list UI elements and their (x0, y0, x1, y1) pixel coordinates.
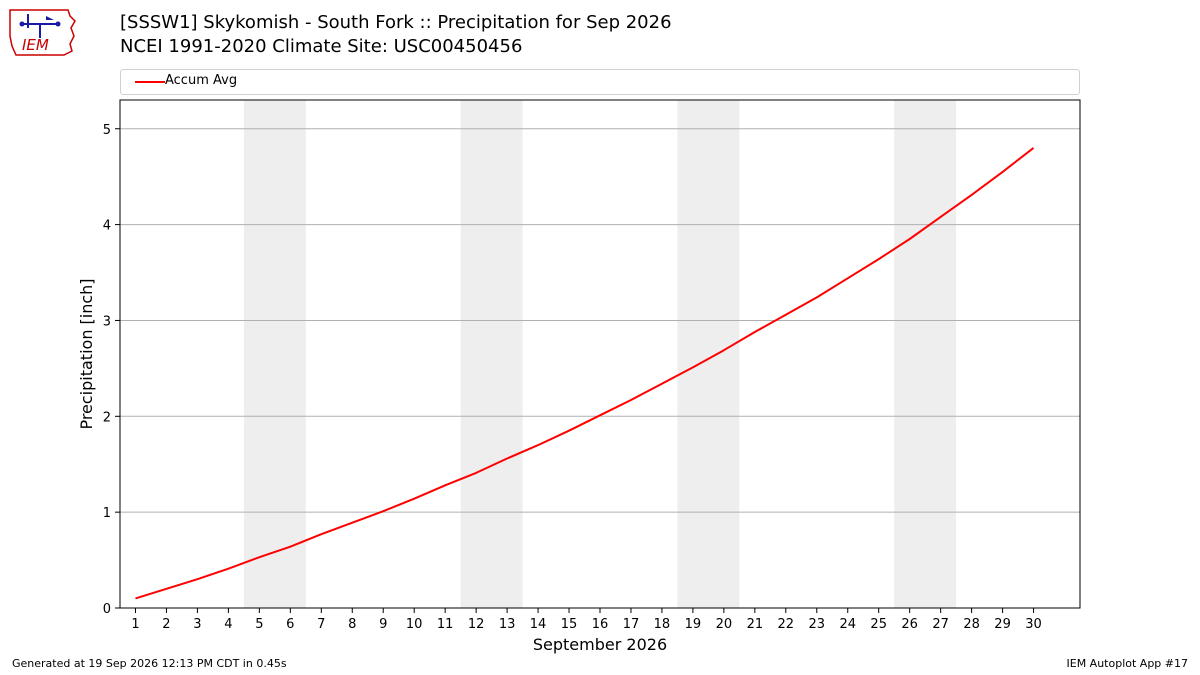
svg-text:IEM: IEM (22, 36, 49, 54)
weekend-band (677, 100, 740, 608)
x-tick-label: 9 (379, 617, 387, 632)
iowa-map-logo-icon: IEM (9, 9, 76, 56)
x-tick-label: 8 (348, 617, 356, 632)
x-tick-label: 7 (317, 617, 325, 632)
x-tick-label: 17 (623, 617, 640, 632)
x-tick-label: 19 (685, 617, 702, 632)
x-tick-label: 16 (592, 617, 609, 632)
x-tick-label: 4 (224, 617, 232, 632)
chart-title: [SSSW1] Skykomish - South Fork :: Precip… (120, 12, 672, 33)
x-tick-label: 13 (499, 617, 516, 632)
x-tick-label: 5 (255, 617, 263, 632)
x-tick-label: 21 (747, 617, 764, 632)
y-tick-label: 3 (103, 314, 111, 329)
x-tick-label: 22 (778, 617, 795, 632)
x-tick-label: 11 (437, 617, 454, 632)
y-tick-label: 0 (103, 602, 111, 617)
x-tick-label: 29 (994, 617, 1011, 632)
x-tick-label: 24 (839, 617, 856, 632)
y-tick-label: 5 (103, 123, 111, 138)
legend-label-accum-avg: Accum Avg (165, 73, 238, 88)
footer-app-text: IEM Autoplot App #17 (1066, 657, 1189, 670)
x-tick-label: 15 (561, 617, 578, 632)
y-axis-label: Precipitation [inch] (77, 278, 96, 429)
x-tick-label: 2 (162, 617, 170, 632)
x-axis-label: September 2026 (533, 635, 667, 654)
x-tick-label: 20 (716, 617, 733, 632)
iem-logo: IEM (8, 6, 80, 58)
weekend-band (243, 100, 306, 608)
x-tick-label: 14 (530, 617, 547, 632)
x-tick-label: 18 (654, 617, 671, 632)
x-tick-label: 27 (932, 617, 949, 632)
y-tick-label: 2 (103, 410, 111, 425)
weekend-band (894, 100, 957, 608)
legend: Accum Avg (120, 69, 1080, 95)
x-tick-label: 30 (1025, 617, 1042, 632)
x-tick-label: 26 (901, 617, 918, 632)
x-tick-label: 23 (809, 617, 826, 632)
weekend-band (460, 100, 523, 608)
series-line-accum-avg (135, 147, 1035, 600)
x-tick-label: 1 (131, 617, 139, 632)
x-tick-label: 28 (963, 617, 980, 632)
legend-swatch-accum-avg (135, 81, 165, 83)
y-tick-label: 1 (103, 506, 111, 521)
x-tick-label: 12 (468, 617, 485, 632)
x-tick-label: 25 (870, 617, 887, 632)
y-tick-label: 4 (103, 219, 111, 234)
x-tick-label: 3 (193, 617, 201, 632)
chart-subtitle: NCEI 1991-2020 Climate Site: USC00450456 (120, 36, 523, 57)
footer-generated-text: Generated at 19 Sep 2026 12:13 PM CDT in… (12, 657, 287, 670)
x-tick-label: 10 (406, 617, 423, 632)
x-tick-label: 6 (286, 617, 294, 632)
